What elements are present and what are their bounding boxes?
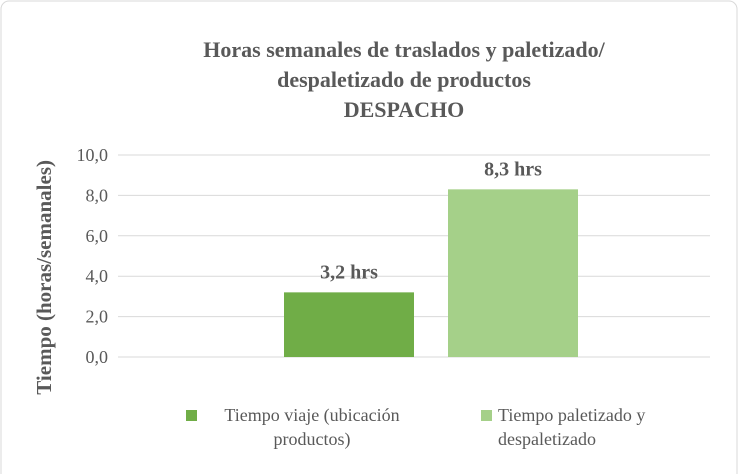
legend-item: Tiempo paletizado y despaletizado (481, 403, 708, 451)
data-label: 8,3 hrs (484, 158, 542, 180)
legend-item: Tiempo viaje (ubicación productos) (186, 403, 427, 451)
y-axis-label: Tiempo (horas/semanales) (32, 160, 56, 395)
legend-label: Tiempo viaje (ubicación productos) (224, 405, 400, 449)
chart-title: DESPACHO (344, 97, 465, 122)
legend-label: Tiempo paletizado y despaletizado (498, 405, 646, 449)
bar (448, 189, 578, 357)
legend-swatch (186, 410, 197, 421)
y-tick-label: 0,0 (86, 347, 109, 367)
data-label: 3,2 hrs (320, 261, 378, 283)
chart-title: Horas semanales de traslados y paletizad… (203, 37, 605, 62)
bar (284, 292, 414, 357)
y-tick-label: 10,0 (77, 145, 109, 165)
y-tick-label: 6,0 (86, 226, 109, 246)
chart-title: despaletizado de productos (277, 67, 531, 92)
legend-swatch (481, 410, 492, 421)
y-tick-label: 2,0 (86, 307, 109, 327)
y-tick-label: 8,0 (86, 185, 109, 205)
y-tick-label: 4,0 (86, 266, 109, 286)
